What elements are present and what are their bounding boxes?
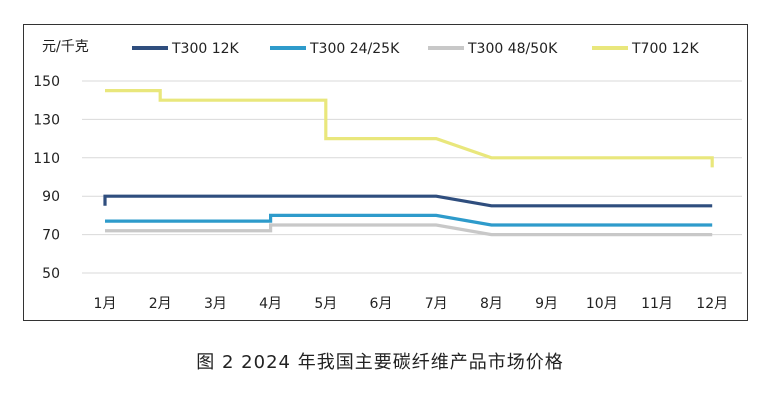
x-tick-label: 2月	[149, 296, 172, 312]
x-tick-label: 10月	[586, 296, 618, 312]
series-line-t300-24-25k	[105, 213, 713, 227]
legend-entry: T300 48/50K	[467, 41, 558, 57]
y-tick-label: 130	[33, 112, 60, 128]
y-tick-labels: 50 70 90 110 130 150	[33, 74, 60, 282]
y-tick-label: 70	[42, 228, 60, 244]
x-tick-label: 8月	[480, 296, 503, 312]
legend-entry: T300 12K	[171, 41, 240, 57]
y-tick-label: 110	[33, 151, 60, 167]
y-tick-label: 90	[42, 189, 60, 205]
x-tick-label: 6月	[370, 296, 393, 312]
x-tick-label: 11月	[641, 296, 673, 312]
x-tick-label: 12月	[696, 296, 728, 312]
x-tick-label: 4月	[259, 296, 282, 312]
y-tick-label: 150	[33, 74, 60, 90]
legend: T300 12K T300 24/25K T300 48/50K T700 12K	[132, 41, 700, 57]
chart-frame: 50 70 90 110 130 150 1月 2月 3月 4月 5月 6月 7月 8月 9月 10月 11月…	[23, 24, 748, 321]
y-axis-unit-label: 元/千克	[42, 39, 89, 55]
x-tick-label: 1月	[94, 296, 117, 312]
series-line-t700-12k	[105, 88, 714, 168]
series-line-t300-48-50k	[105, 223, 713, 237]
grid-lines	[82, 80, 742, 274]
x-tick-label: 9月	[535, 296, 558, 312]
y-tick-label: 50	[42, 266, 60, 282]
series-lines	[103, 88, 714, 237]
x-tick-label: 3月	[204, 296, 227, 312]
series-line-t300-12k	[103, 194, 713, 208]
legend-entry: T700 12K	[631, 41, 700, 57]
x-tick-label: 5月	[314, 296, 337, 312]
price-line-chart: 50 70 90 110 130 150 1月 2月 3月 4月 5月 6月 7月 8月 9月 10月 11月…	[33, 39, 742, 312]
figure-caption: 图 2 2024 年我国主要碳纤维产品市场价格	[196, 352, 564, 373]
legend-entry: T300 24/25K	[309, 41, 400, 57]
x-tick-label: 7月	[425, 296, 448, 312]
x-tick-labels: 1月 2月 3月 4月 5月 6月 7月 8月 9月 10月 11月 12月	[94, 296, 729, 312]
